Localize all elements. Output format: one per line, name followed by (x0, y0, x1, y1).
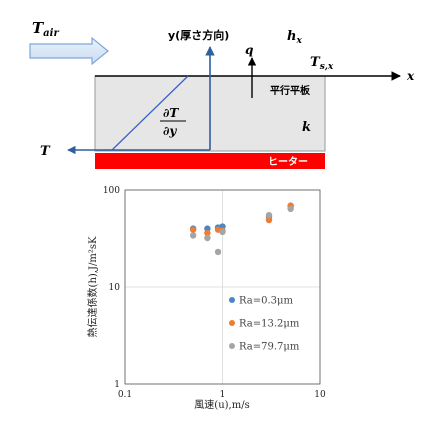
legend-marker (229, 297, 235, 303)
data-point (287, 202, 294, 209)
data-point (219, 227, 226, 234)
heater (95, 153, 325, 169)
data-point (265, 213, 273, 220)
t-label: T (40, 144, 51, 159)
y-tick-label: 1 (114, 380, 120, 390)
legend-marker (229, 343, 235, 349)
plate-label: 平行平板 (270, 84, 311, 97)
data-point (265, 216, 273, 224)
data-point (214, 226, 222, 233)
data-point (219, 228, 226, 236)
ts-label: Ts,x (310, 55, 334, 72)
gradient-denominator: ∂y (163, 124, 177, 138)
x-axis-label: x (406, 69, 415, 83)
air-flow-arrow (29, 36, 109, 66)
y-tick-label: 100 (103, 186, 120, 196)
h-label: hx (287, 29, 302, 46)
data-point (287, 205, 294, 213)
legend-label: Ra=0.3μm (239, 296, 294, 307)
data-point (219, 223, 226, 230)
plot-area-border (124, 189, 321, 385)
gradient-numerator: ∂T (163, 106, 179, 120)
data-point (214, 224, 222, 231)
q-label: q (245, 43, 253, 57)
data-point (189, 226, 197, 233)
data-point (287, 203, 294, 210)
x-axis-title: 風速(u),m/s (194, 399, 249, 411)
t-air-label: Tair (32, 19, 59, 39)
y-axis-title: 熱伝達係数(h),J/m²sK (86, 236, 99, 337)
y-axis-label: y(厚さ方向) (168, 28, 229, 42)
heat-transfer-diagram: Tair x ヒーター y(厚さ方向) T ∂T ∂y q hx Ts,x 平行… (29, 19, 415, 169)
legend-marker (229, 320, 235, 326)
data-point (204, 234, 211, 242)
data-point (204, 229, 211, 237)
y-tick-label: 10 (109, 283, 121, 293)
data-point (214, 248, 222, 256)
legend-label: Ra=79.7μm (239, 342, 300, 353)
x-tick-label: 0.1 (118, 390, 132, 400)
legend-label: Ra=13.2μm (239, 319, 300, 330)
x-tick-label: 10 (314, 390, 326, 400)
heater-label: ヒーター (268, 156, 308, 168)
temperature-gradient-line (111, 75, 189, 151)
data-point (204, 225, 211, 232)
data-point (189, 225, 197, 232)
data-point (265, 211, 273, 219)
k-label: k (302, 120, 311, 135)
x-tick-label: 1 (220, 390, 226, 400)
data-point (189, 232, 197, 239)
